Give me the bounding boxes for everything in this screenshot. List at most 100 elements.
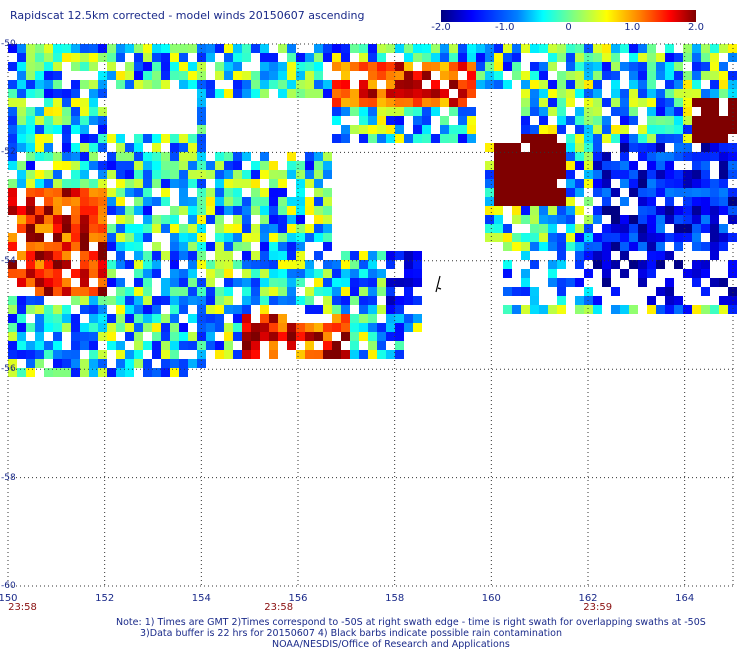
data-cell: [485, 143, 494, 152]
data-cell: [35, 260, 44, 269]
data-cell: [80, 98, 89, 107]
data-cell: [143, 287, 152, 296]
data-cell: [53, 314, 62, 323]
data-cell: [143, 323, 152, 332]
data-cell: [143, 260, 152, 269]
data-cell: [170, 152, 179, 161]
data-cell: [215, 296, 224, 305]
data-cell: [665, 278, 674, 287]
data-cell: [161, 278, 170, 287]
data-cell: [296, 260, 305, 269]
data-cell: [350, 89, 359, 98]
data-cell: [512, 143, 521, 152]
map-title: Rapidscat 12.5km corrected - model winds…: [10, 9, 365, 22]
data-cell: [143, 224, 152, 233]
data-cell: [26, 278, 35, 287]
data-cell: [629, 44, 638, 53]
data-cell: [323, 278, 332, 287]
data-cell: [323, 197, 332, 206]
data-cell: [269, 80, 278, 89]
data-cell: [215, 224, 224, 233]
data-cell: [701, 179, 710, 188]
data-cell: [386, 287, 395, 296]
data-cell: [197, 53, 206, 62]
data-cell: [494, 215, 503, 224]
data-cell: [629, 89, 638, 98]
data-cell: [35, 278, 44, 287]
data-cell: [647, 224, 656, 233]
data-cell: [143, 179, 152, 188]
data-cell: [8, 161, 17, 170]
data-cell: [323, 170, 332, 179]
data-cell: [593, 170, 602, 179]
data-cell: [359, 332, 368, 341]
data-cell: [260, 224, 269, 233]
data-cell: [161, 296, 170, 305]
colorbar-tick-label: 1.0: [624, 22, 641, 33]
data-cell: [728, 197, 737, 206]
data-cell: [125, 305, 134, 314]
data-cell: [170, 332, 179, 341]
data-cell: [206, 188, 215, 197]
data-cell: [62, 242, 71, 251]
data-cell: [557, 125, 566, 134]
data-cell: [530, 170, 539, 179]
data-cell: [458, 134, 467, 143]
data-cell: [575, 71, 584, 80]
data-cell: [143, 80, 152, 89]
data-cell: [638, 260, 647, 269]
data-cell: [71, 269, 80, 278]
data-cell: [656, 134, 665, 143]
data-cell: [584, 125, 593, 134]
data-cell: [566, 44, 575, 53]
data-cell: [719, 242, 728, 251]
data-cell: [314, 224, 323, 233]
data-cell: [323, 323, 332, 332]
data-cell: [44, 251, 53, 260]
data-cell: [242, 80, 251, 89]
data-cell: [215, 350, 224, 359]
data-cell: [566, 98, 575, 107]
data-cell: [251, 323, 260, 332]
data-cell: [116, 278, 125, 287]
data-cell: [467, 44, 476, 53]
data-cell: [593, 107, 602, 116]
data-cell: [566, 116, 575, 125]
data-cell: [368, 125, 377, 134]
data-cell: [377, 251, 386, 260]
data-cell: [8, 143, 17, 152]
data-cell: [170, 206, 179, 215]
data-cell: [44, 305, 53, 314]
data-cell: [8, 80, 17, 89]
data-cell: [71, 341, 80, 350]
data-cell: [278, 197, 287, 206]
data-cell: [521, 215, 530, 224]
data-cell: [80, 233, 89, 242]
data-cell: [224, 188, 233, 197]
data-cell: [269, 53, 278, 62]
data-cell: [179, 242, 188, 251]
data-cell: [53, 341, 62, 350]
data-cell: [89, 44, 98, 53]
data-cell: [647, 53, 656, 62]
data-cell: [422, 107, 431, 116]
data-cell: [710, 206, 719, 215]
data-cell: [80, 278, 89, 287]
data-cell: [485, 206, 494, 215]
data-cell: [692, 179, 701, 188]
data-cell: [674, 206, 683, 215]
data-cell: [53, 278, 62, 287]
data-cell: [575, 305, 584, 314]
data-cell: [287, 233, 296, 242]
data-cell: [35, 332, 44, 341]
data-cell: [17, 269, 26, 278]
data-cell: [233, 206, 242, 215]
data-cell: [692, 278, 701, 287]
data-cell: [611, 188, 620, 197]
data-cell: [359, 296, 368, 305]
data-cell: [251, 161, 260, 170]
data-cell: [269, 332, 278, 341]
data-cell: [566, 80, 575, 89]
data-cell: [710, 188, 719, 197]
data-cell: [197, 341, 206, 350]
